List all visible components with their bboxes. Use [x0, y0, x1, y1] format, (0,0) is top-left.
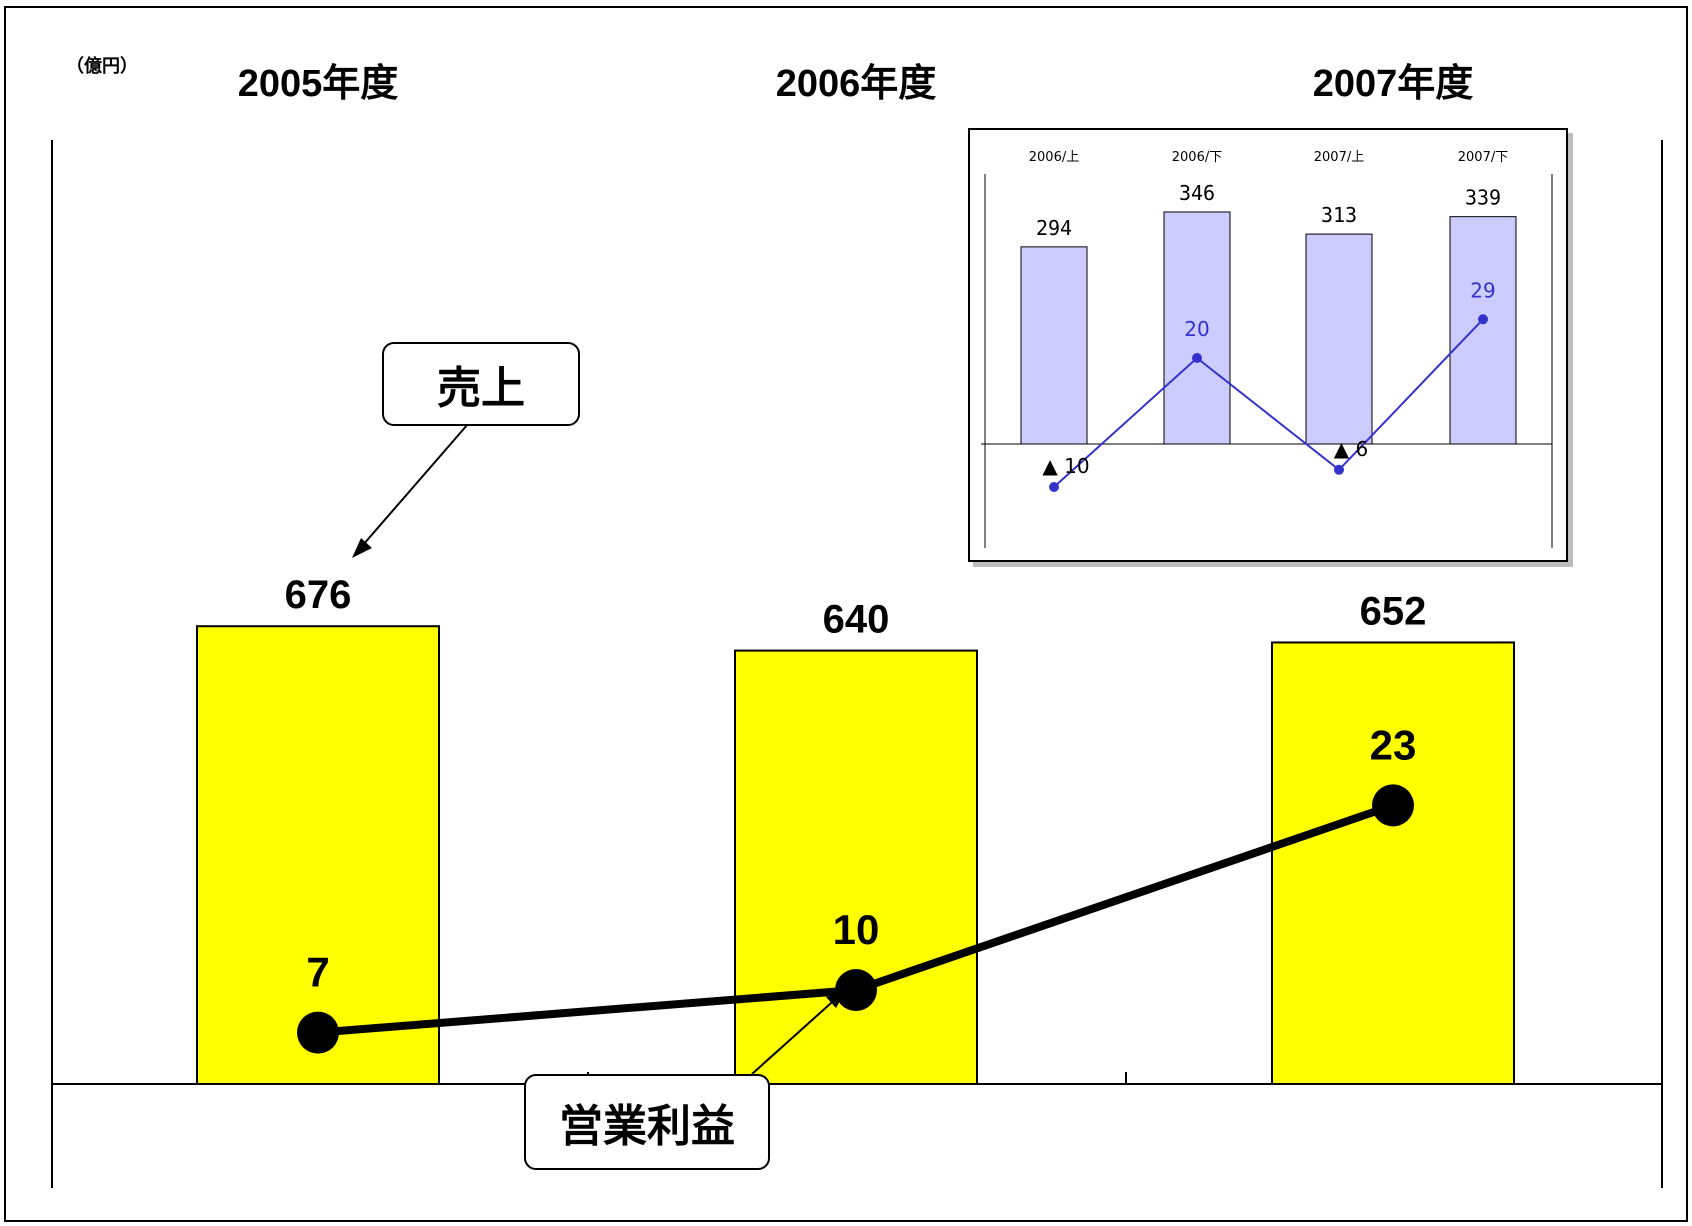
inset-sales-value-label: 313 [1321, 203, 1357, 227]
year-label: 2005年度 [238, 63, 399, 105]
sales-value-label: 640 [823, 598, 890, 642]
sales-value-label: 676 [285, 573, 352, 617]
inset-period-label: 2006/上 [1029, 150, 1079, 165]
profit-value-label: 7 [306, 949, 329, 996]
profit-callout: 営業利益 [524, 1074, 770, 1170]
inset-period-labels: 2006/上 2006/下 2007/上 2007/下 [1029, 150, 1508, 165]
profit-point [835, 969, 877, 1011]
inset-profit-point [1334, 464, 1344, 475]
inset-sales-bars [1020, 211, 1517, 445]
sales-bars [196, 625, 1515, 1086]
profit-value-labels: 7 10 23 [306, 721, 1416, 995]
inset-profit-value-label: ▲ 10 [1042, 454, 1089, 478]
profit-callout-arrow [751, 994, 841, 1075]
inset-profit-points [1049, 314, 1488, 492]
chart-frame [4, 6, 1688, 1222]
inset-profit-value-labels: ▲ 10 20 ▲ 6 29 [1042, 278, 1495, 478]
inset-sales-value-label: 294 [1036, 216, 1072, 240]
year-label: 2007年度 [1313, 63, 1474, 105]
inset-sales-bar [1305, 233, 1373, 445]
inset-sales-value-label: 339 [1465, 186, 1501, 210]
profit-point [297, 1011, 339, 1054]
sales-bar [1271, 641, 1515, 1085]
inset-profit-point [1192, 353, 1202, 363]
unit-label: （億円） [66, 55, 138, 76]
sales-callout-arrowhead [352, 538, 372, 558]
profit-point [1372, 784, 1414, 827]
inset-sales-bar [1163, 211, 1231, 445]
inset-sales-bar [1020, 246, 1088, 445]
sales-value-label: 652 [1360, 589, 1427, 633]
inset-sales-value-label: 346 [1179, 181, 1215, 205]
sales-callout-label: 売上 [437, 363, 525, 414]
inset-sales-value-labels: 294 346 313 339 [1036, 181, 1501, 240]
profit-callout-label: 営業利益 [559, 1101, 735, 1152]
inset-profit-value-label: 20 [1184, 317, 1209, 341]
sales-bar [196, 625, 440, 1086]
inset-period-label: 2007/上 [1314, 150, 1364, 165]
inset-profit-value-label: ▲ 6 [1334, 437, 1368, 461]
profit-callout-arrowhead [826, 990, 846, 1008]
inset-profit-point [1478, 314, 1488, 325]
profit-value-label: 23 [1370, 721, 1417, 768]
inset-sales-bar [1449, 216, 1517, 445]
half-year-inset: 2006/上 2006/下 2007/上 2007/下 294 346 313 339 ▲ … [968, 128, 1568, 562]
inset-period-label: 2006/下 [1172, 150, 1222, 165]
profit-points [297, 784, 1414, 1054]
sales-callout: 売上 [382, 342, 580, 426]
half-year-chart: 2006/上 2006/下 2007/上 2007/下 294 346 313 339 ▲ … [981, 150, 1553, 548]
inset-profit-point [1049, 482, 1059, 492]
sales-value-labels: 676 640 652 [285, 573, 1427, 641]
year-label: 2006年度 [776, 63, 937, 105]
inset-period-label: 2007/下 [1458, 150, 1508, 165]
sales-bar [734, 649, 978, 1085]
inset-profit-value-label: 29 [1470, 278, 1495, 302]
profit-value-label: 10 [833, 906, 880, 953]
year-labels: 2005年度 2006年度 2007年度 [238, 63, 1474, 105]
sales-callout-arrow [355, 423, 469, 554]
inset-profit-line [1053, 318, 1484, 488]
